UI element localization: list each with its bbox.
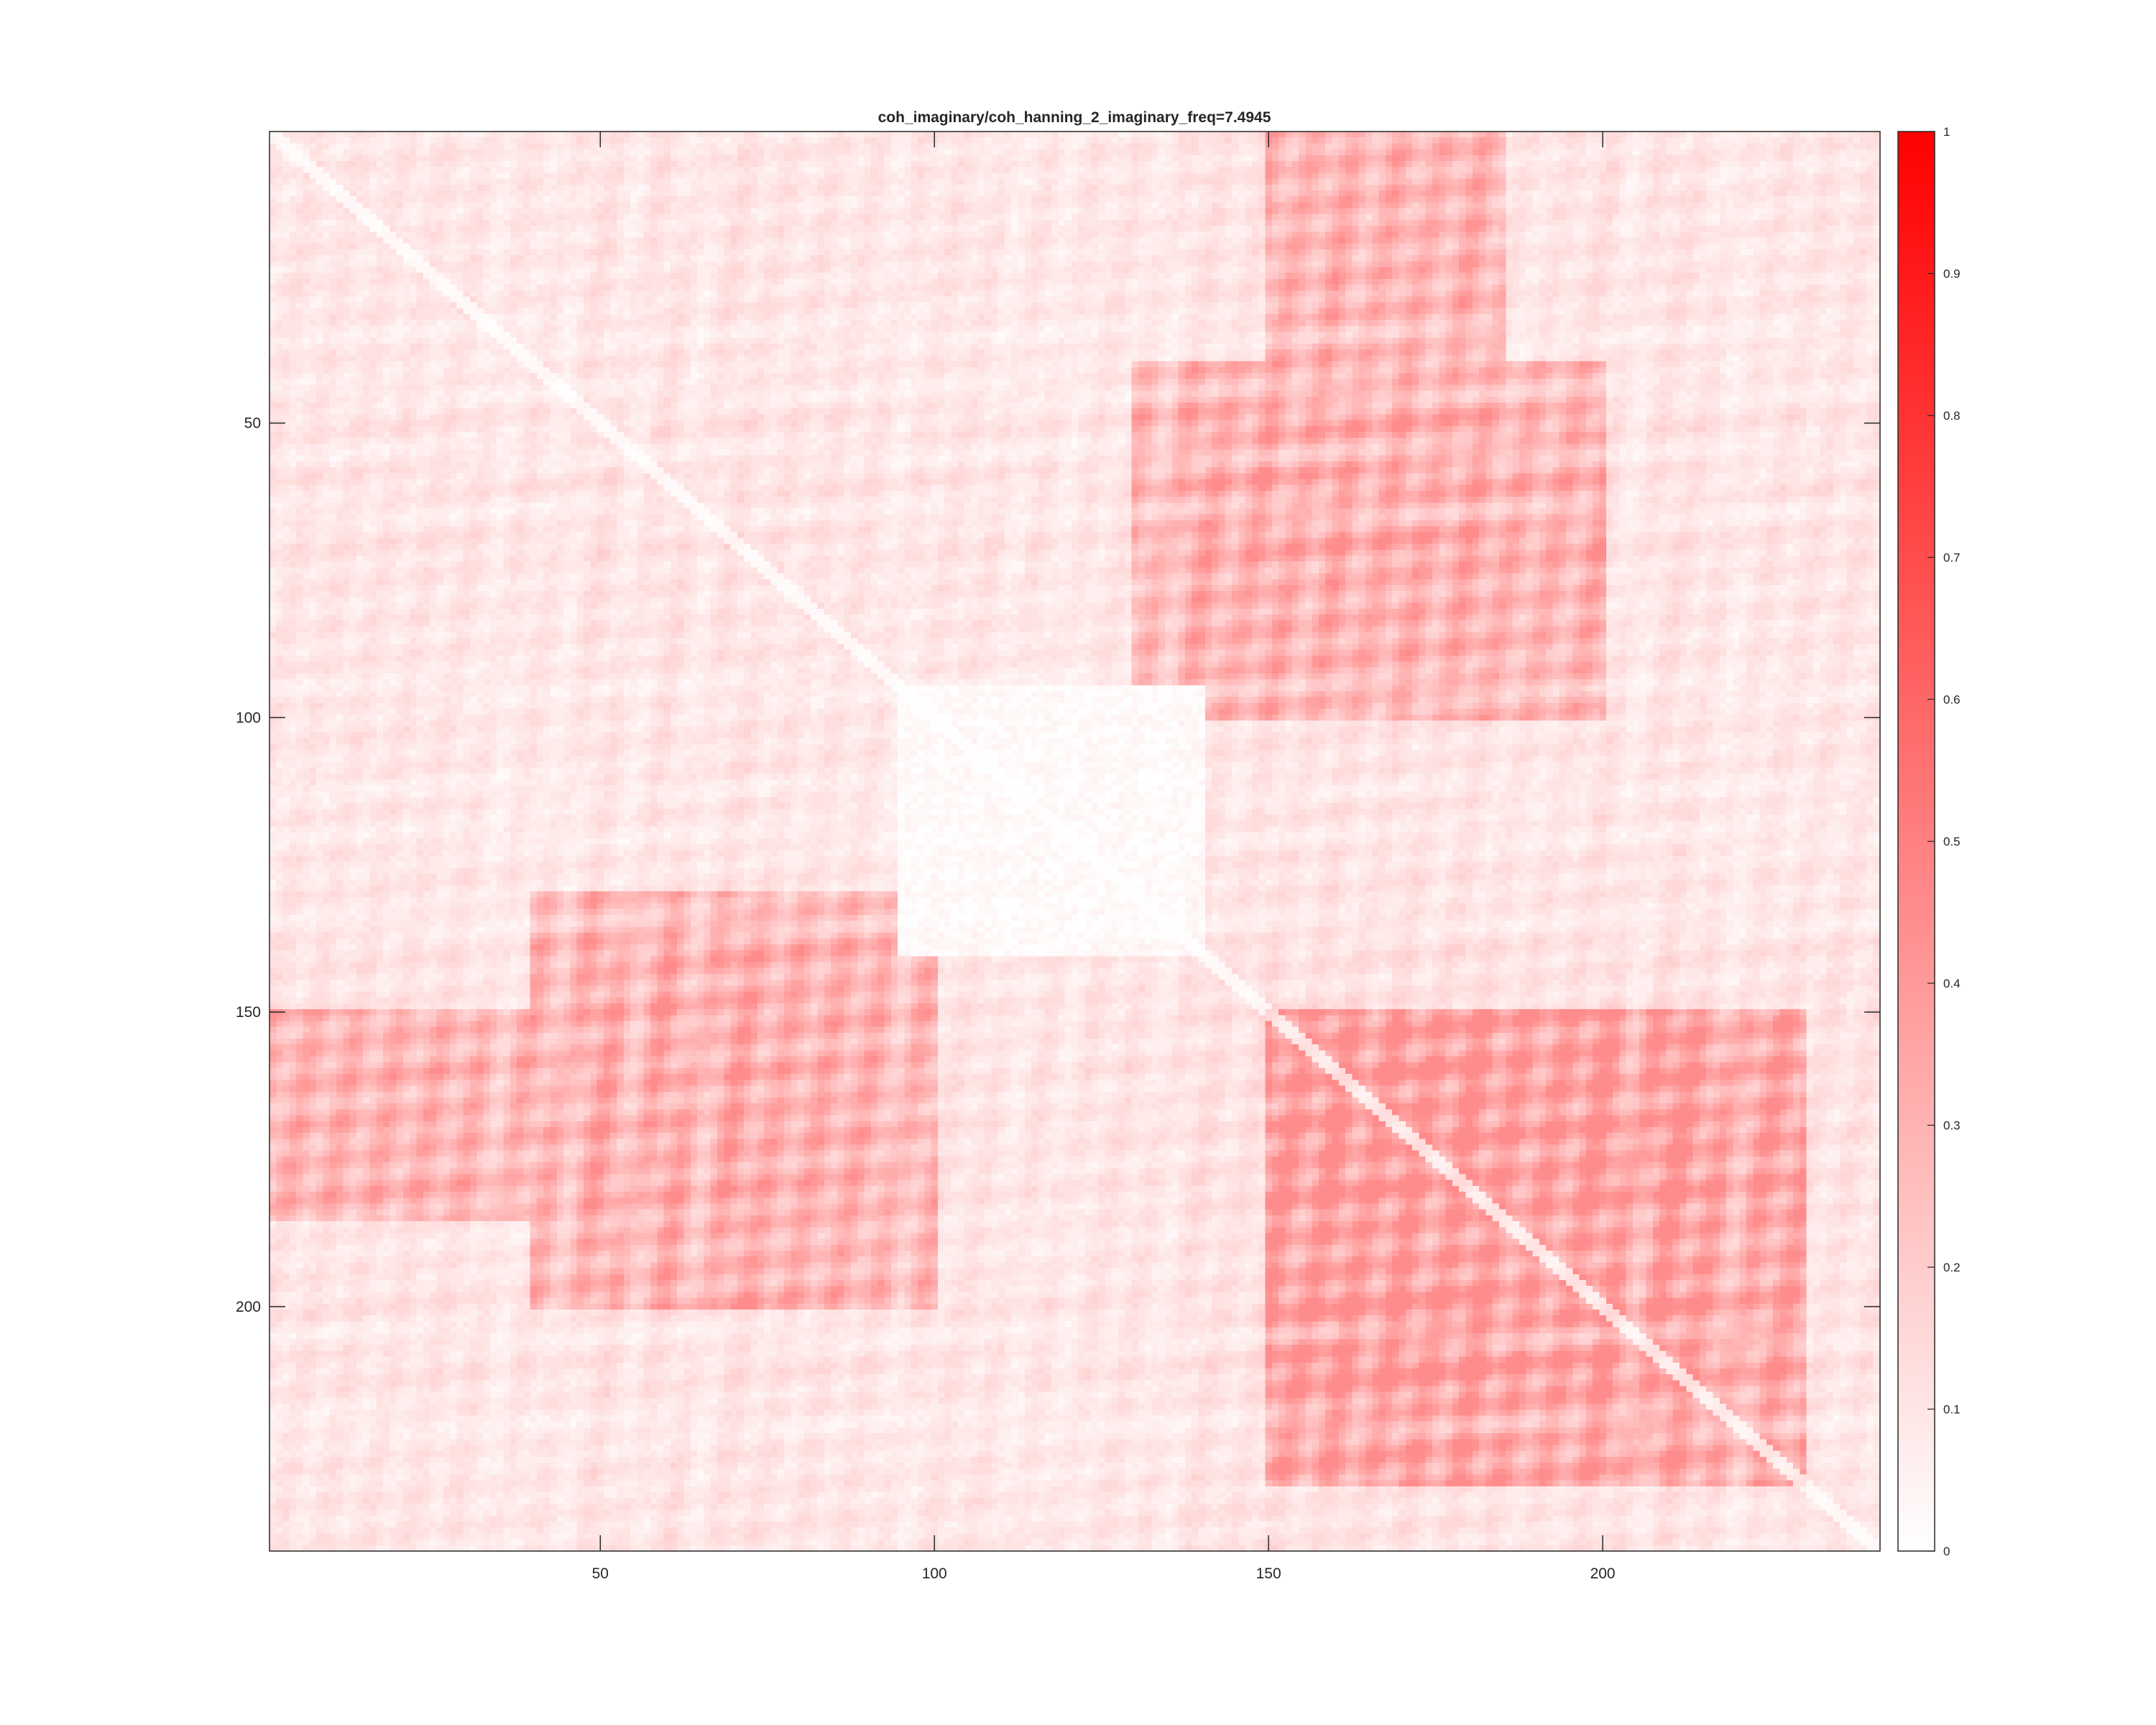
colorbar-tick-label: 0.7 [1943, 551, 1961, 565]
x-axis: 50 100 150 200 [592, 132, 1616, 1582]
colorbar-tick-label: 0.5 [1943, 835, 1961, 849]
colorbar-tick-label: 0.4 [1943, 977, 1961, 990]
y-tick-label: 100 [236, 709, 261, 726]
y-axis: 50 100 150 200 [236, 415, 1880, 1315]
colorbar-tick-label: 1 [1943, 125, 1950, 139]
colorbar-tick-label: 0 [1943, 1545, 1950, 1558]
colorbar-tick-label: 0.1 [1943, 1403, 1961, 1417]
colorbar-tick-label: 0.3 [1943, 1119, 1961, 1133]
x-tick-label: 100 [922, 1565, 947, 1582]
x-tick-label: 150 [1256, 1565, 1281, 1582]
colorbar-tick-label: 0.2 [1943, 1261, 1961, 1274]
y-tick-label: 50 [244, 415, 261, 432]
colorbar-tick-label: 0.9 [1943, 267, 1961, 281]
colorbar-axis: 0 0.1 0.2 0.3 0.4 0.5 0.6 0.7 0.8 0.9 1 [1927, 125, 1961, 1558]
plot-frame [269, 131, 1881, 1552]
colorbar-tick-label: 0.6 [1943, 693, 1961, 707]
x-tick-label: 200 [1590, 1565, 1616, 1582]
x-tick-label: 50 [592, 1565, 609, 1582]
y-tick-label: 200 [236, 1299, 261, 1315]
heatmap-image [270, 132, 1880, 1551]
chart-title: coh_imaginary/coh_hanning_2_imaginary_fr… [878, 109, 1271, 126]
y-tick-label: 150 [236, 1004, 261, 1021]
colorbar-tick-label: 0.8 [1943, 409, 1961, 423]
